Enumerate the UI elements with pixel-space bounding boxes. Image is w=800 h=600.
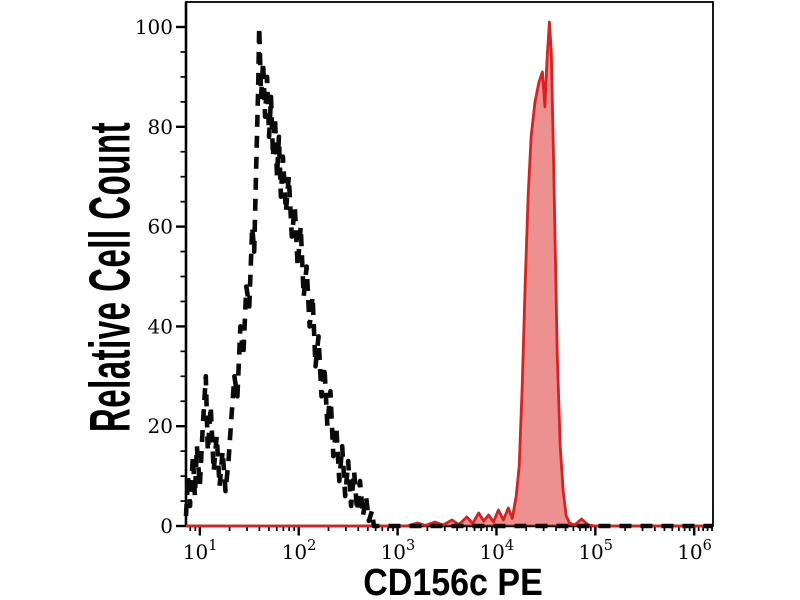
y-tick-label: 40 xyxy=(148,314,173,338)
unstained-control-curve xyxy=(183,24,713,529)
x-tick-label: 102 xyxy=(282,538,317,564)
x-tick-label: 105 xyxy=(578,538,613,564)
x-tick-label: 106 xyxy=(677,538,712,564)
y-tick-label: 100 xyxy=(135,15,173,39)
x-axis-title: CD156c PE xyxy=(363,561,543,600)
x-tick-label: 101 xyxy=(183,538,218,564)
x-tick-label: 104 xyxy=(479,538,514,564)
y-tick-label: 80 xyxy=(148,115,173,139)
y-tick-label: 60 xyxy=(148,215,173,239)
y-tick-label: 0 xyxy=(160,514,173,538)
y-tick-label: 20 xyxy=(148,414,173,438)
x-tick-label: 103 xyxy=(381,538,416,564)
y-axis-title: Relative Cell Count xyxy=(76,121,142,433)
